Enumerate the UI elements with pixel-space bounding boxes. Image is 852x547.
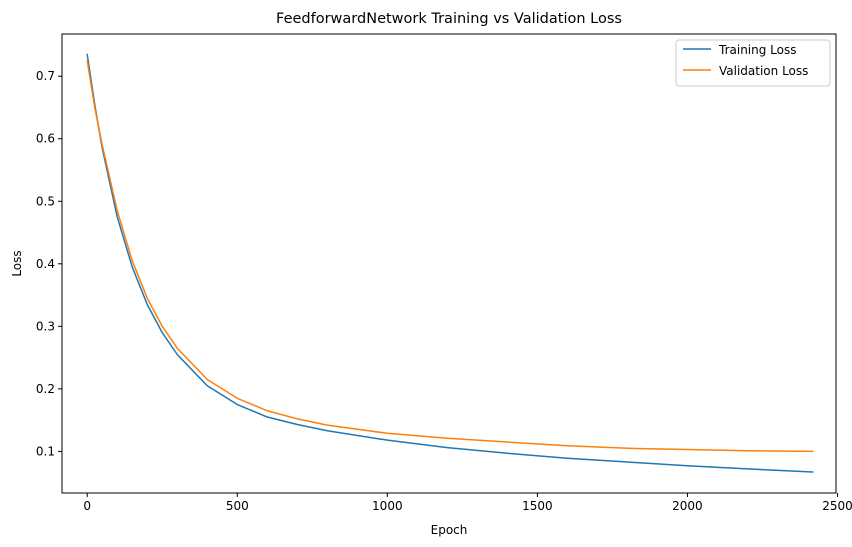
y-tick-label: 0.3 bbox=[36, 319, 55, 333]
x-tick-label: 2000 bbox=[672, 499, 703, 513]
legend-label: Validation Loss bbox=[719, 64, 808, 78]
x-axis: 0 500 1000 1500 2000 2500 bbox=[83, 493, 852, 513]
x-tick-label: 2500 bbox=[822, 499, 852, 513]
x-tick-label: 500 bbox=[226, 499, 249, 513]
y-tick-label: 0.1 bbox=[36, 444, 55, 458]
series-line-validation-loss bbox=[86, 59, 814, 453]
x-tick-label: 1500 bbox=[522, 499, 553, 513]
legend: Training Loss Validation Loss bbox=[675, 39, 831, 87]
y-tick-label: 0.5 bbox=[36, 194, 55, 208]
legend-label: Training Loss bbox=[718, 43, 796, 57]
x-axis-title: Epoch bbox=[431, 523, 468, 537]
y-axis: 0.1 0.2 0.3 0.4 0.5 0.6 0.7 bbox=[36, 69, 62, 458]
series-line-training-loss bbox=[86, 53, 814, 473]
y-axis-title: Loss bbox=[10, 250, 24, 276]
x-tick-label: 1000 bbox=[372, 499, 403, 513]
plot-area bbox=[86, 53, 814, 473]
x-tick-label: 0 bbox=[83, 499, 91, 513]
y-tick-label: 0.4 bbox=[36, 257, 55, 271]
y-tick-label: 0.6 bbox=[36, 132, 55, 146]
chart-title: FeedforwardNetwork Training vs Validatio… bbox=[276, 11, 622, 27]
y-tick-label: 0.7 bbox=[36, 69, 55, 83]
legend-box bbox=[675, 39, 831, 87]
y-tick-label: 0.2 bbox=[36, 382, 55, 396]
